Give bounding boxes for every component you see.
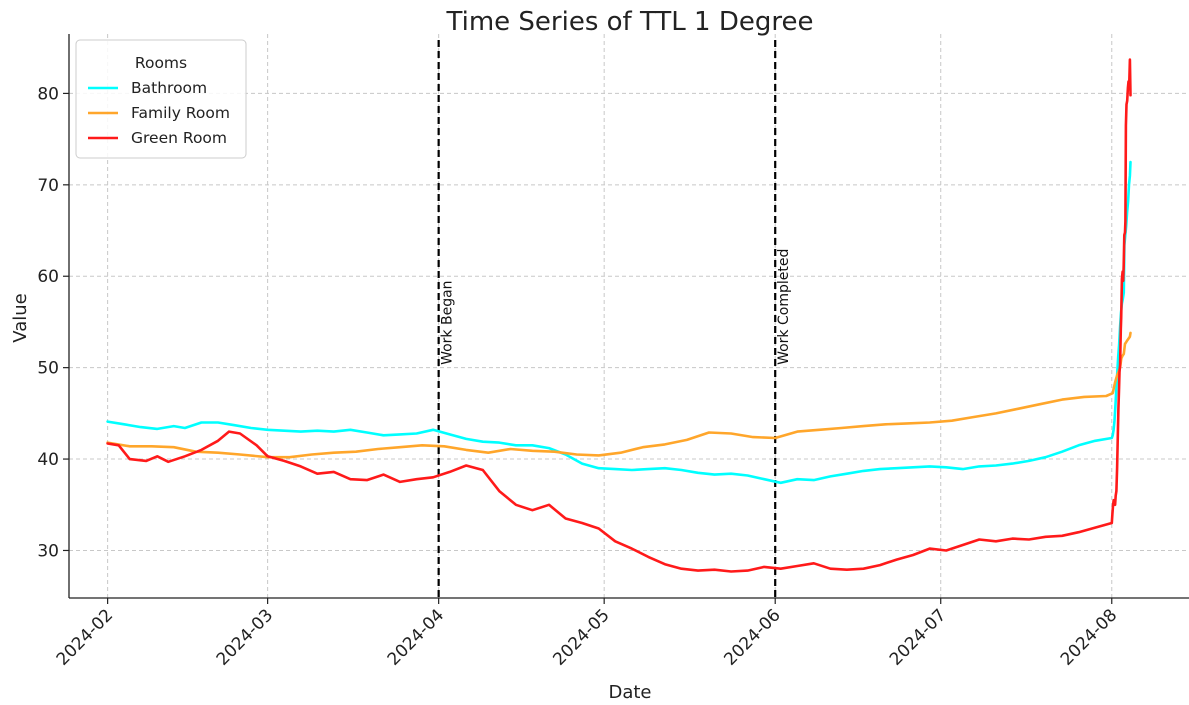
y-tick-label: 50 [37, 359, 59, 379]
axes-layer [68, 34, 1189, 599]
annotation-layer: Work Began Work Completed [437, 40, 792, 598]
legend: Rooms Bathroom Family Room Green Room [75, 39, 247, 159]
x-tick-label: 2024-03 [213, 605, 277, 669]
x-tick-label: 2024-05 [549, 605, 613, 669]
series-line-family-room [106, 331, 1132, 459]
y-tick-label: 70 [37, 176, 59, 196]
series-line-green-room [106, 58, 1132, 573]
series-layer [106, 58, 1132, 573]
chart-title: Time Series of TTL 1 Degree [446, 7, 814, 37]
legend-title: Rooms [135, 54, 187, 72]
y-axis-label: Value [10, 293, 31, 342]
x-tick-label: 2024-04 [384, 605, 448, 669]
x-tick-label: 2024-08 [1057, 605, 1121, 669]
legend-box [75, 39, 247, 159]
y-tick-label: 40 [37, 450, 59, 470]
legend-label: Family Room [131, 104, 230, 122]
y-tick-label: 60 [37, 267, 59, 287]
x-axis-label: Date [608, 682, 651, 703]
x-tick-label: 2024-02 [53, 605, 117, 669]
legend-items: Bathroom Family Room Green Room [88, 79, 230, 147]
legend-label: Bathroom [131, 79, 207, 97]
ticks-layer: 2024-02 2024-03 2024-04 2024-05 2024-06 2024-… [37, 84, 1121, 669]
y-tick-label: 30 [37, 541, 59, 561]
legend-label: Green Room [131, 129, 227, 147]
x-tick-label: 2024-06 [720, 605, 784, 669]
annotation-label: Work Began [440, 280, 456, 364]
annotation-label: Work Completed [776, 249, 792, 365]
y-tick-label: 80 [37, 84, 59, 104]
x-tick-label: 2024-07 [886, 605, 950, 669]
series-line-bathroom [106, 160, 1132, 485]
